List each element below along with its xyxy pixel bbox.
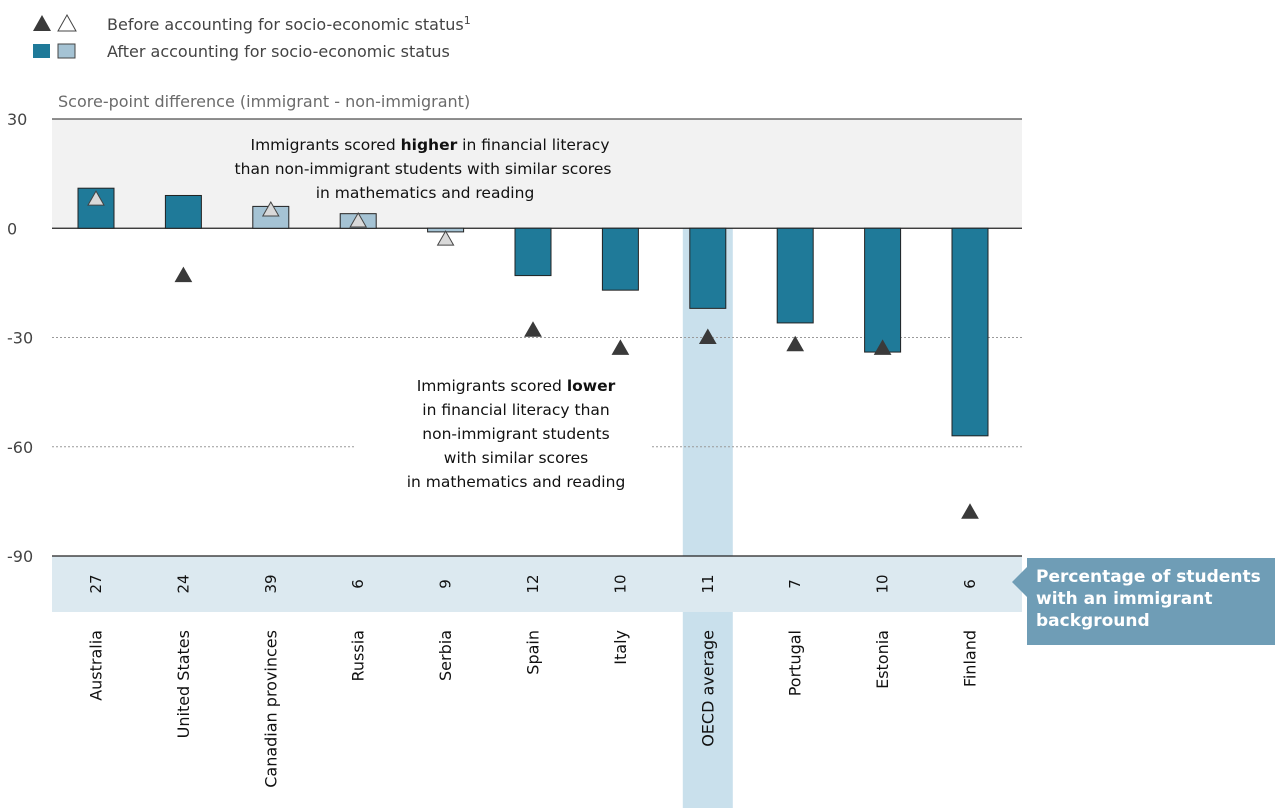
category-label: Serbia <box>436 630 455 681</box>
triangle-marker <box>174 266 193 283</box>
annotation-higher: Immigrants scored higher in financial li… <box>235 136 612 202</box>
immigrant-percentage-band <box>52 556 1022 612</box>
annotation-lower-line1: Immigrants scored lower <box>417 377 616 395</box>
annotation-lower-line3: non-immigrant students <box>422 425 609 443</box>
immigrant-percentage-label: 11 <box>699 574 717 593</box>
immigrant-percentage-label: 12 <box>524 574 542 593</box>
immigrant-percentage-label: 7 <box>786 579 804 589</box>
immigrant-percentage-labels: 27 24 39 6 9 12 10 11 7 10 6 <box>87 574 979 593</box>
triangle-marker <box>786 335 805 352</box>
callout-arrow-box <box>1012 558 1275 645</box>
y-tick-label: 30 <box>7 110 27 129</box>
immigrant-percentage-label: 6 <box>349 579 367 589</box>
annotation-lower-line4: with similar scores <box>444 449 588 467</box>
category-label: Russia <box>349 630 368 681</box>
annotation-higher-line2: than non-immigrant students with similar… <box>235 160 612 178</box>
immigrant-percentage-label: 39 <box>262 574 280 593</box>
y-axis-title: Score-point difference (immigrant - non-… <box>58 92 470 111</box>
triangle-marker <box>436 230 455 246</box>
annotation-lower-line2: in financial literacy than <box>422 401 609 419</box>
category-labels: Australia United States Canadian provinces… <box>87 630 980 788</box>
annotation-lower: Immigrants scored lower in financial lit… <box>356 366 652 496</box>
y-axis-ticks: 30 0 -30 -60 -90 <box>7 110 33 566</box>
legend-triangle-light-icon <box>57 13 77 32</box>
category-label: Spain <box>524 630 543 675</box>
annotation-lower-line5: in mathematics and reading <box>407 473 626 491</box>
higher-region-band <box>52 119 1022 229</box>
legend-after-label: After accounting for socio-economic stat… <box>107 42 450 61</box>
triangle-marker <box>524 321 542 337</box>
immigrant-percentage-label: 27 <box>87 574 105 593</box>
category-label: Italy <box>611 630 630 665</box>
triangle-marker <box>961 503 979 519</box>
y-tick-label: -30 <box>7 329 33 348</box>
triangle-marker <box>873 339 892 355</box>
oecd-average-highlight <box>682 228 733 808</box>
triangle-marker <box>698 328 717 344</box>
y-tick-label: -60 <box>7 438 33 457</box>
legend: Before accounting for socio-economic sta… <box>33 13 471 61</box>
bar <box>776 227 814 324</box>
category-label: Australia <box>87 630 106 701</box>
category-label: Finland <box>961 630 980 687</box>
bar <box>689 227 727 309</box>
annotation-higher-line3: in mathematics and reading <box>316 184 535 202</box>
annotation-lower-background <box>356 366 652 496</box>
legend-triangle-dark-icon <box>33 15 51 31</box>
category-label: Portugal <box>786 630 805 696</box>
legend-bar-dark-icon <box>33 44 50 58</box>
bar <box>601 227 639 291</box>
immigrant-percentage-label: 9 <box>437 579 455 589</box>
bar <box>951 227 989 437</box>
immigrant-percentage-label: 24 <box>174 574 192 593</box>
legend-before-label: Before accounting for socio-economic sta… <box>107 14 471 34</box>
bar <box>864 227 902 353</box>
bar <box>77 187 115 229</box>
triangle-marker <box>87 190 105 206</box>
triangle-series <box>87 190 979 519</box>
category-label: OECD average <box>698 630 717 747</box>
callout-line1: Percentage of students <box>1036 567 1261 587</box>
y-tick-label: -90 <box>7 547 33 566</box>
immigrant-percentage-label: 6 <box>961 579 979 589</box>
y-tick-label: 0 <box>7 219 17 238</box>
callout-line2: with an immigrant <box>1036 589 1213 609</box>
bar <box>514 227 552 277</box>
callout-line3: background <box>1036 611 1150 631</box>
triangle-marker <box>349 211 368 228</box>
category-label: United States <box>174 630 193 738</box>
category-label: Canadian provinces <box>261 630 280 788</box>
bar-series <box>77 187 989 437</box>
immigrant-percentage-label: 10 <box>611 574 629 593</box>
immigrant-percentage-label: 10 <box>874 574 892 593</box>
triangle-marker <box>611 339 630 355</box>
category-label: Estonia <box>873 630 892 689</box>
annotation-higher-line1: Immigrants scored higher in financial li… <box>251 136 610 154</box>
triangle-marker <box>261 201 280 217</box>
bar <box>164 194 202 229</box>
percentage-callout: Percentage of students with an immigrant… <box>1012 558 1275 645</box>
legend-bar-light-icon <box>57 43 76 59</box>
